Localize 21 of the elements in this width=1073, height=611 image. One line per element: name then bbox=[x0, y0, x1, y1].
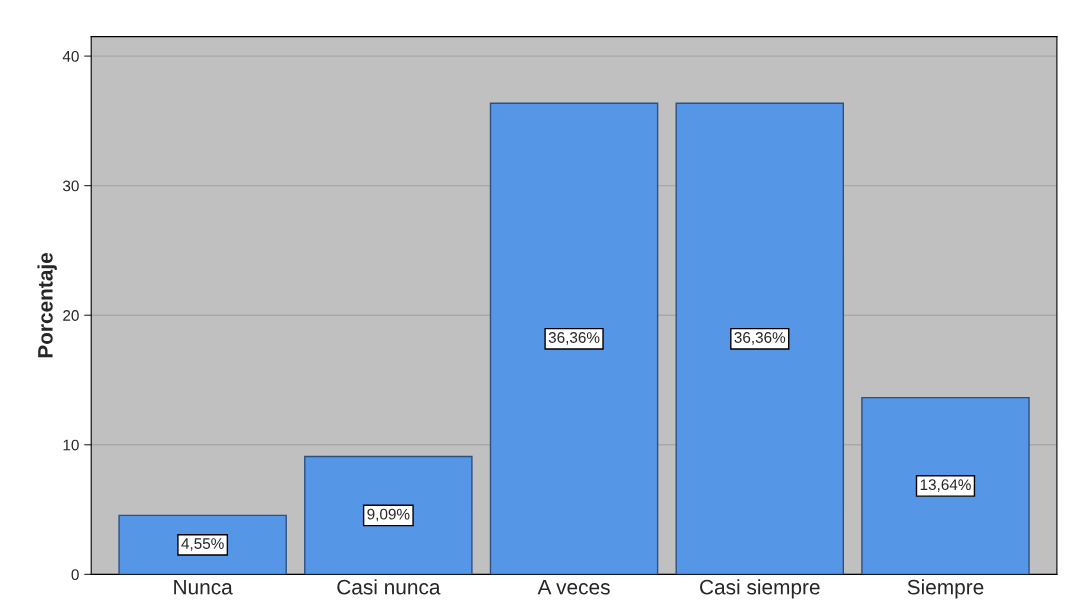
data-label: 36,36% bbox=[548, 332, 600, 345]
x-tick-label: Casi siempre bbox=[700, 579, 820, 599]
data-label: 13,64% bbox=[920, 479, 971, 492]
y-tick-label: 0 bbox=[71, 569, 79, 581]
data-label: 36,36% bbox=[734, 332, 786, 345]
bar bbox=[118, 514, 287, 575]
bar bbox=[675, 102, 845, 575]
y-tick-label: 40 bbox=[62, 50, 79, 62]
bar bbox=[489, 102, 659, 575]
x-tick-label: Nunca bbox=[174, 579, 233, 595]
x-tick-label: Siempre bbox=[907, 579, 984, 599]
data-label: 4,55% bbox=[181, 538, 224, 551]
bar bbox=[304, 455, 473, 575]
data-label: 9,09% bbox=[367, 508, 410, 522]
bar bbox=[861, 396, 1030, 575]
y-tick-label: 20 bbox=[63, 310, 79, 321]
y-tick-label: 30 bbox=[62, 180, 79, 192]
y-tick-label: 10 bbox=[63, 439, 79, 451]
x-tick-label: A veces bbox=[537, 579, 610, 595]
y-axis-title: Porcentaje bbox=[37, 252, 57, 358]
x-tick-label: Casi nunca bbox=[337, 579, 441, 595]
